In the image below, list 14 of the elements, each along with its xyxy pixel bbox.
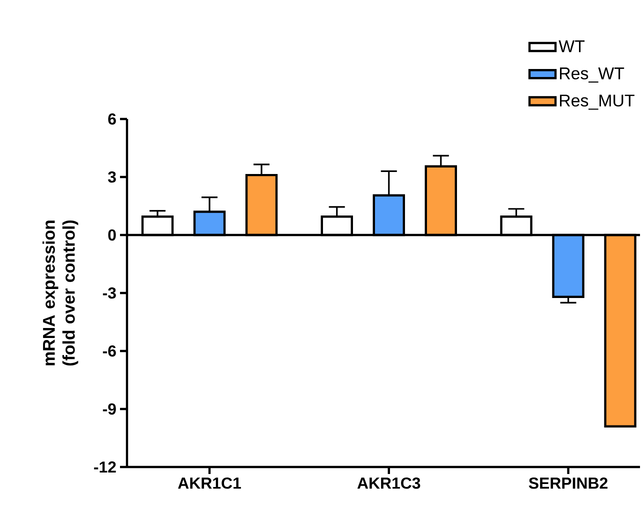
y-axis-title: mRNA expression (fold over control) xyxy=(42,220,78,366)
legend-label: Res_MUT xyxy=(560,94,634,110)
y-tick-label: 6 xyxy=(108,113,116,125)
legend-label: WT xyxy=(558,40,585,52)
x-tick-label: AKR1C3 xyxy=(357,478,420,489)
y-tick-label: -12 xyxy=(94,461,116,473)
x-tick-label: AKR1C1 xyxy=(178,478,241,489)
y-tick-label: -9 xyxy=(102,403,116,415)
y-tick-label: -3 xyxy=(102,287,116,299)
x-tick-label: SERPINB2 xyxy=(528,478,608,489)
y-tick-label: 3 xyxy=(108,171,116,183)
legend-label: Res_WT xyxy=(560,68,624,83)
y-tick-label: 0 xyxy=(108,229,116,241)
y-tick-label: -6 xyxy=(102,345,116,357)
